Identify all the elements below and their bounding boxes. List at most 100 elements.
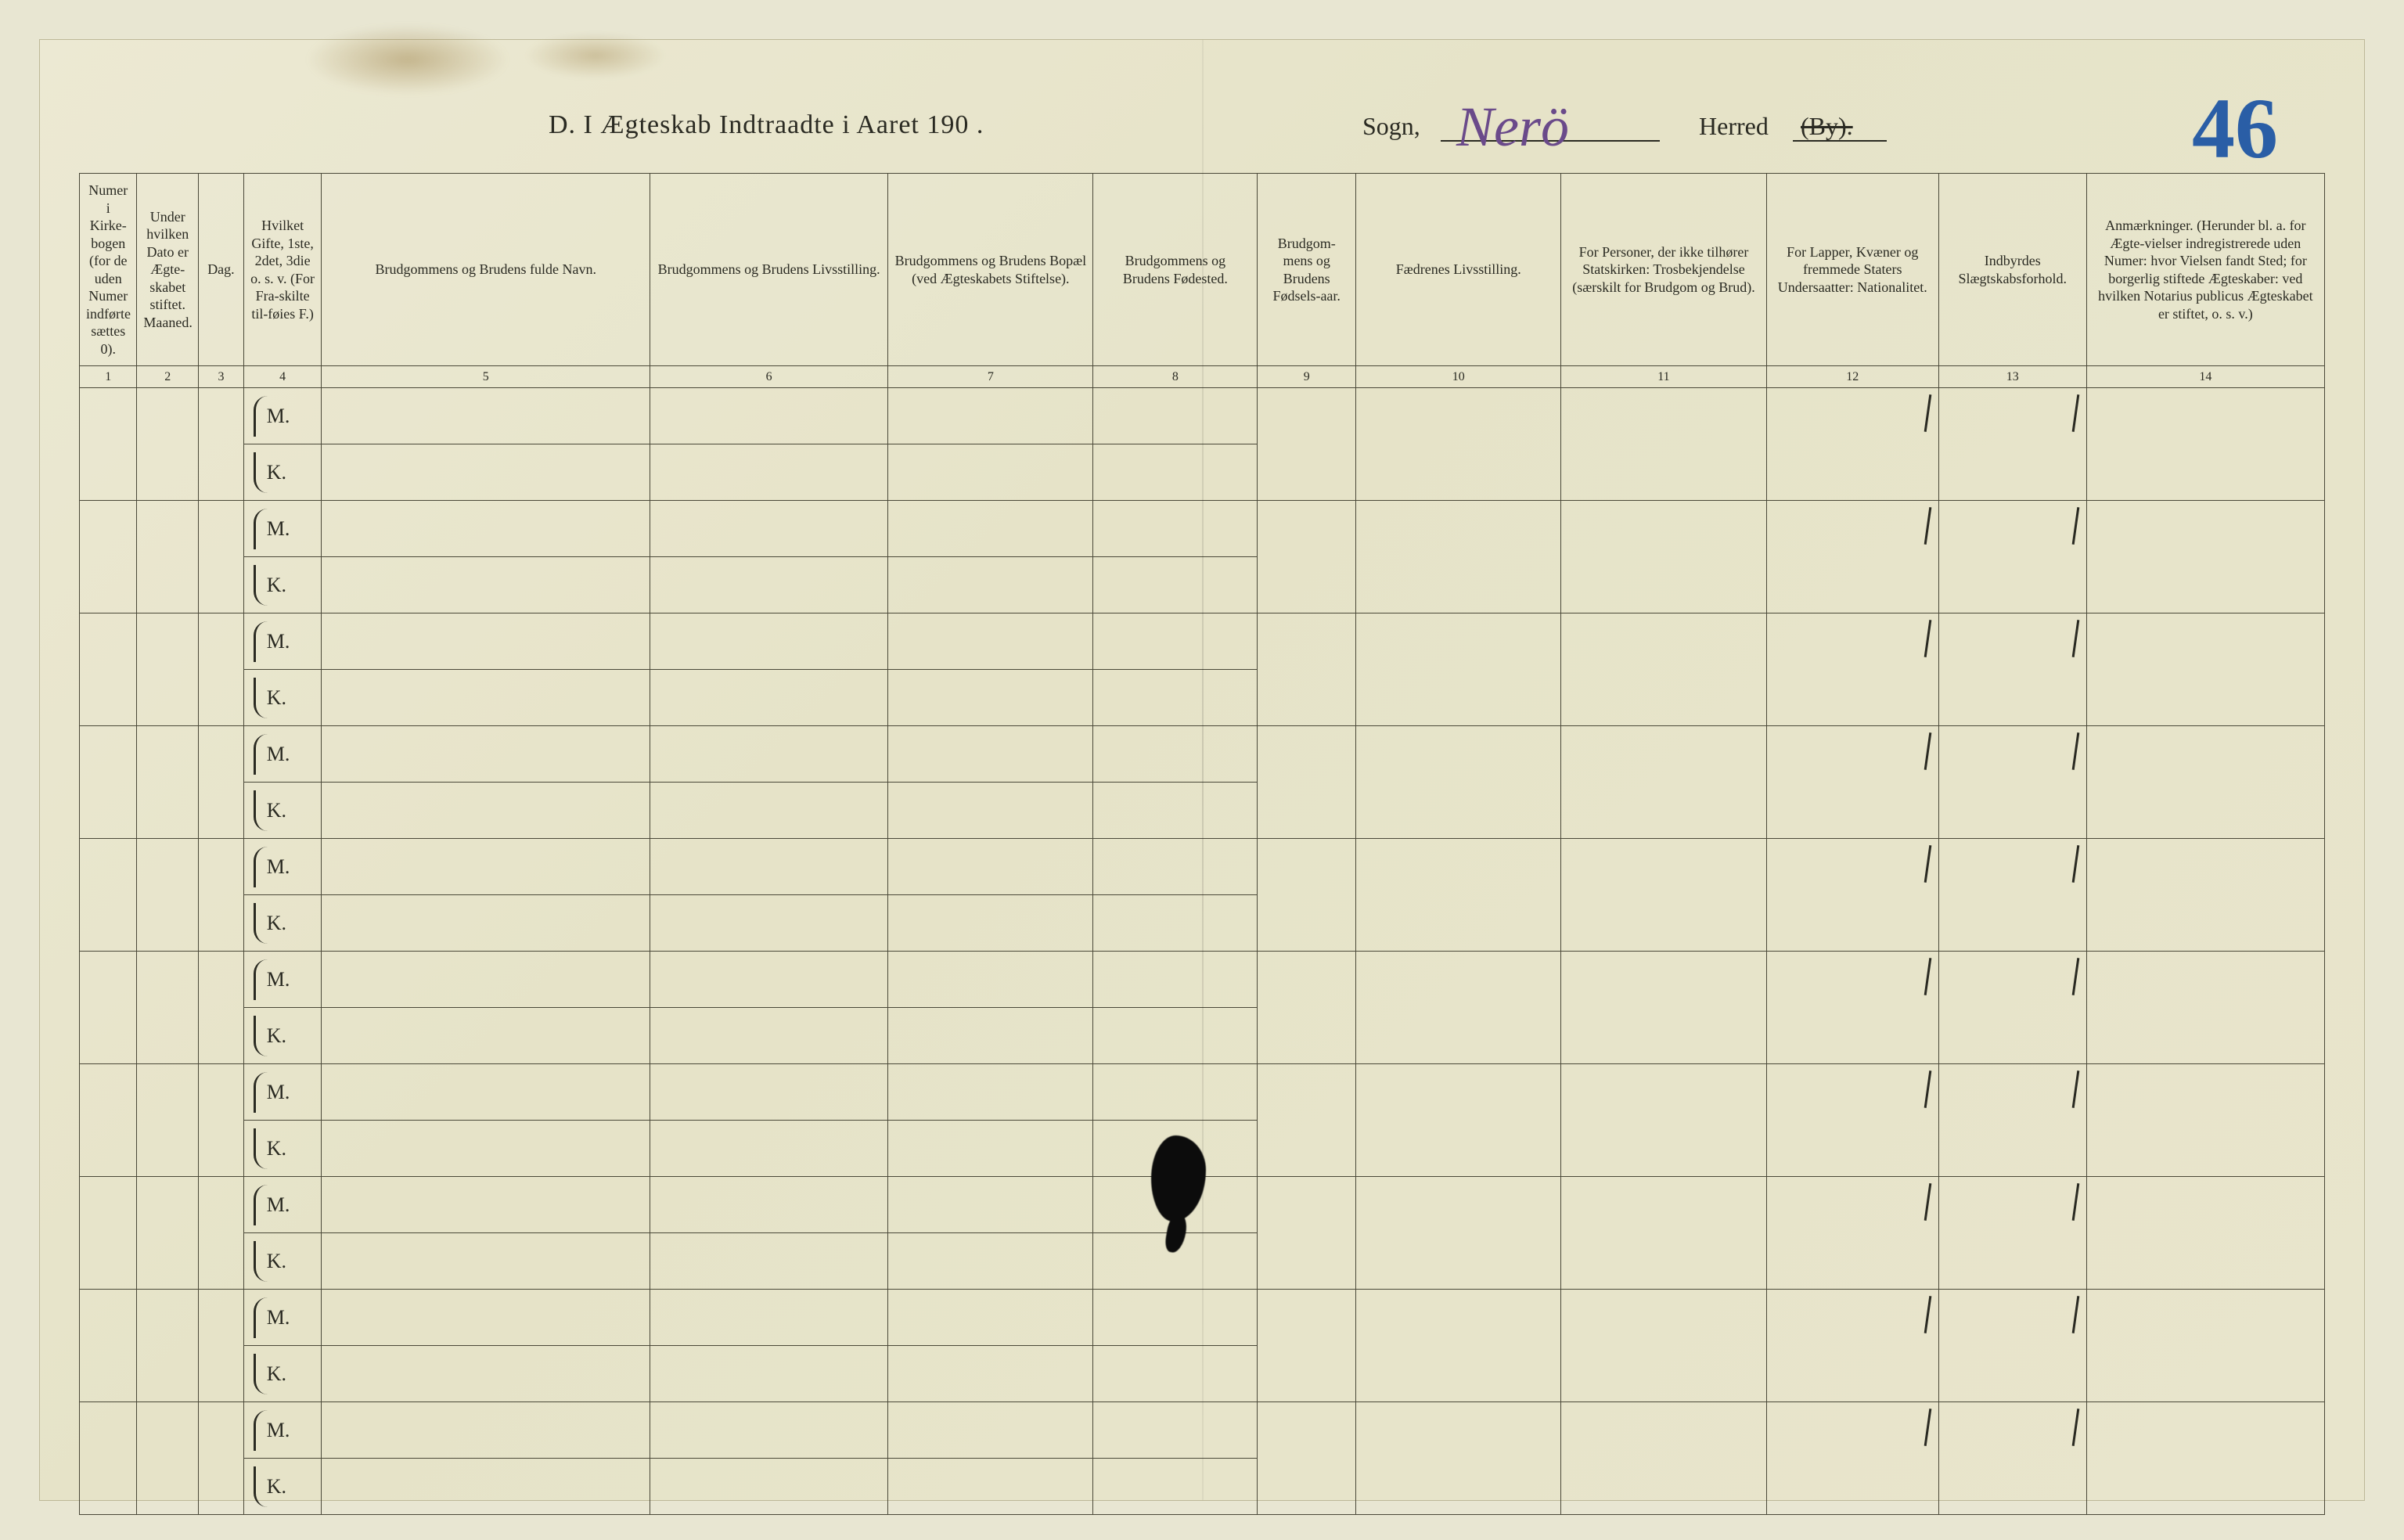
cell (322, 726, 650, 783)
cell (1766, 1121, 1938, 1177)
row-label-k: K. (254, 565, 286, 606)
cell (1938, 726, 2086, 783)
pen-tick (1924, 507, 1932, 545)
cell (1766, 1008, 1938, 1064)
cell: M. (243, 1402, 322, 1459)
cell (1356, 726, 1561, 783)
cell (888, 952, 1093, 1008)
cell (1561, 613, 1766, 670)
cell (650, 1008, 888, 1064)
cell (1258, 1064, 1356, 1121)
cell (1561, 1008, 1766, 1064)
cell (137, 783, 199, 839)
cell (1258, 1233, 1356, 1290)
cell (1561, 1402, 1766, 1459)
col-number-14: 14 (2086, 366, 2324, 388)
cell (199, 1064, 244, 1121)
pen-tick (1924, 394, 1932, 432)
cell (1093, 444, 1258, 501)
pen-tick (1924, 845, 1932, 883)
row-label-k: K. (254, 1128, 286, 1169)
pen-tick (2071, 1070, 2079, 1108)
cell (1766, 1177, 1938, 1233)
row-label-k: K. (254, 903, 286, 944)
cell (1356, 1233, 1561, 1290)
cell (2086, 1064, 2324, 1121)
cell: K. (243, 1008, 322, 1064)
pen-tick (2071, 1409, 2079, 1446)
cell (80, 501, 137, 557)
cell (322, 1121, 650, 1177)
col-head-2: Under hvilken Dato er Ægte-skabet stifte… (137, 174, 199, 366)
pen-tick (2071, 1296, 2079, 1333)
cell (1938, 557, 2086, 613)
cell (1561, 1290, 1766, 1346)
cell (1093, 1459, 1258, 1515)
cell (1561, 557, 1766, 613)
cell (199, 1121, 244, 1177)
pen-tick (2071, 958, 2079, 995)
cell (888, 1459, 1093, 1515)
cell (888, 388, 1093, 444)
cell (1938, 1459, 2086, 1515)
cell: M. (243, 839, 322, 895)
pen-tick (1924, 620, 1932, 657)
col-head-7: Brudgommens og Brudens Bopæl (ved Ægtesk… (888, 174, 1093, 366)
cell (80, 557, 137, 613)
cell (1093, 557, 1258, 613)
cell (137, 726, 199, 783)
cell (1093, 613, 1258, 670)
cell (1561, 444, 1766, 501)
cell (1356, 670, 1561, 726)
row-label-m: M. (254, 1072, 290, 1113)
cell (199, 1008, 244, 1064)
cell (1561, 1177, 1766, 1233)
cell (80, 1121, 137, 1177)
cell (137, 1233, 199, 1290)
cell (137, 952, 199, 1008)
cell (1938, 501, 2086, 557)
by-struck-label: (By). (1801, 112, 1853, 141)
cell (1766, 557, 1938, 613)
cell (1766, 501, 1938, 557)
cell (1093, 388, 1258, 444)
cell (650, 501, 888, 557)
cell (650, 895, 888, 952)
cell (80, 670, 137, 726)
cell (888, 1121, 1093, 1177)
cell (322, 444, 650, 501)
cell (1356, 783, 1561, 839)
cell (199, 1290, 244, 1346)
cell (199, 388, 244, 444)
cell (650, 726, 888, 783)
cell (888, 613, 1093, 670)
cell: K. (243, 1346, 322, 1402)
cell (650, 1064, 888, 1121)
cell (322, 501, 650, 557)
cell (2086, 839, 2324, 895)
cell (1938, 952, 2086, 1008)
cell (322, 952, 650, 1008)
cell (199, 839, 244, 895)
cell (650, 557, 888, 613)
cell (1093, 1064, 1258, 1121)
cell (137, 670, 199, 726)
pen-tick (2071, 732, 2079, 770)
cell (1766, 388, 1938, 444)
cell (322, 783, 650, 839)
cell (1258, 726, 1356, 783)
col-number-4: 4 (243, 366, 322, 388)
col-head-8: Brudgommens og Brudens Fødested. (1093, 174, 1258, 366)
cell (1356, 952, 1561, 1008)
cell (199, 1233, 244, 1290)
col-head-14: Anmærkninger. (Herunder bl. a. for Ægte-… (2086, 174, 2324, 366)
pen-tick (1924, 1070, 1932, 1108)
cell (1356, 1121, 1561, 1177)
row-label-k: K. (254, 790, 286, 831)
cell (1356, 1064, 1561, 1121)
col-number-6: 6 (650, 366, 888, 388)
row-label-k: K. (254, 678, 286, 718)
cell (322, 1346, 650, 1402)
cell (650, 1290, 888, 1346)
cell (2086, 444, 2324, 501)
